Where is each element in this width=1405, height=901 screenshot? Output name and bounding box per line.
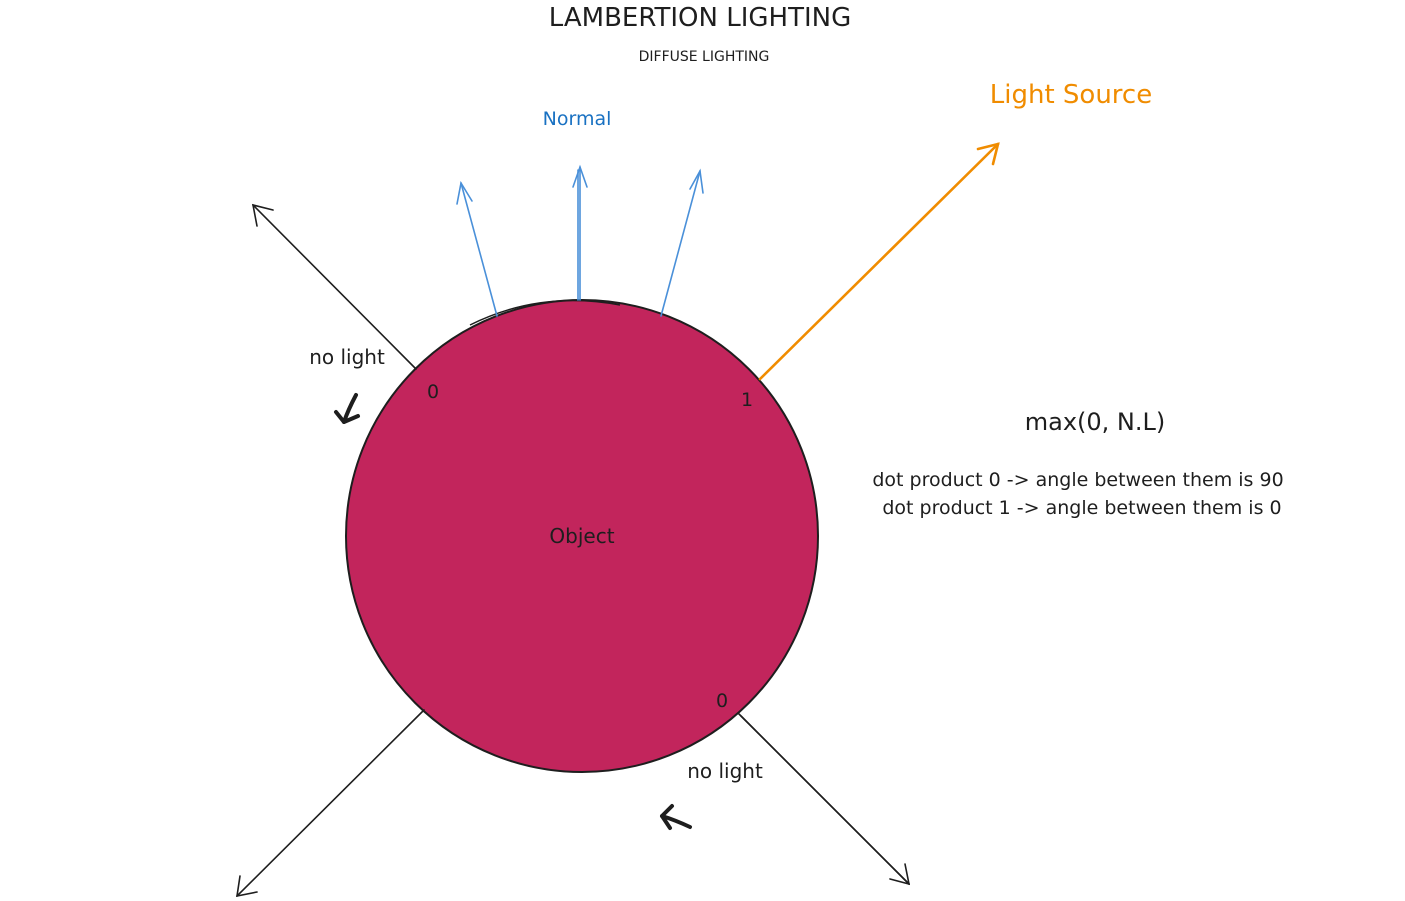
black-arrows [236, 203, 911, 898]
note-line-2: dot product 1 -> angle between them is 0 [882, 497, 1281, 519]
arrow-bottom-right-head [889, 863, 911, 886]
object-outline-sketch [469, 299, 621, 326]
object-label: Object [549, 524, 614, 548]
note-line-1: dot product 0 -> angle between them is 9… [872, 469, 1283, 491]
normal-arrow-right [660, 170, 701, 317]
light-source-arrow-head [976, 142, 1000, 166]
no-light-curved-arrows [334, 393, 692, 830]
value-top-left: 0 [427, 381, 439, 403]
formula: max(0, N.L) [1025, 408, 1166, 436]
light-source-label: Light Source [990, 80, 1152, 110]
no-light-label-bottom: no light [687, 759, 763, 783]
arrow-bottom-left [236, 709, 425, 897]
normal-label: Normal [543, 108, 612, 130]
no-light-label-top: no light [309, 345, 385, 369]
normal-arrow-right-head [689, 168, 704, 194]
normal-arrow-left [460, 182, 498, 317]
normal-arrow-center-head [572, 164, 588, 188]
arrow-top-left [252, 204, 417, 370]
diagram-subtitle: DIFFUSE LIGHTING [639, 49, 770, 65]
arrow-bottom-left-head [236, 875, 258, 898]
value-bottom-right: 0 [716, 690, 728, 712]
light-source-arrow [758, 142, 1000, 381]
value-top-right: 1 [741, 389, 753, 411]
diagram-title: LAMBERTION LIGHTING [549, 3, 851, 33]
normal-arrows [456, 164, 704, 317]
normal-arrow-left-head [456, 180, 473, 205]
arrow-top-left-head [251, 203, 274, 227]
